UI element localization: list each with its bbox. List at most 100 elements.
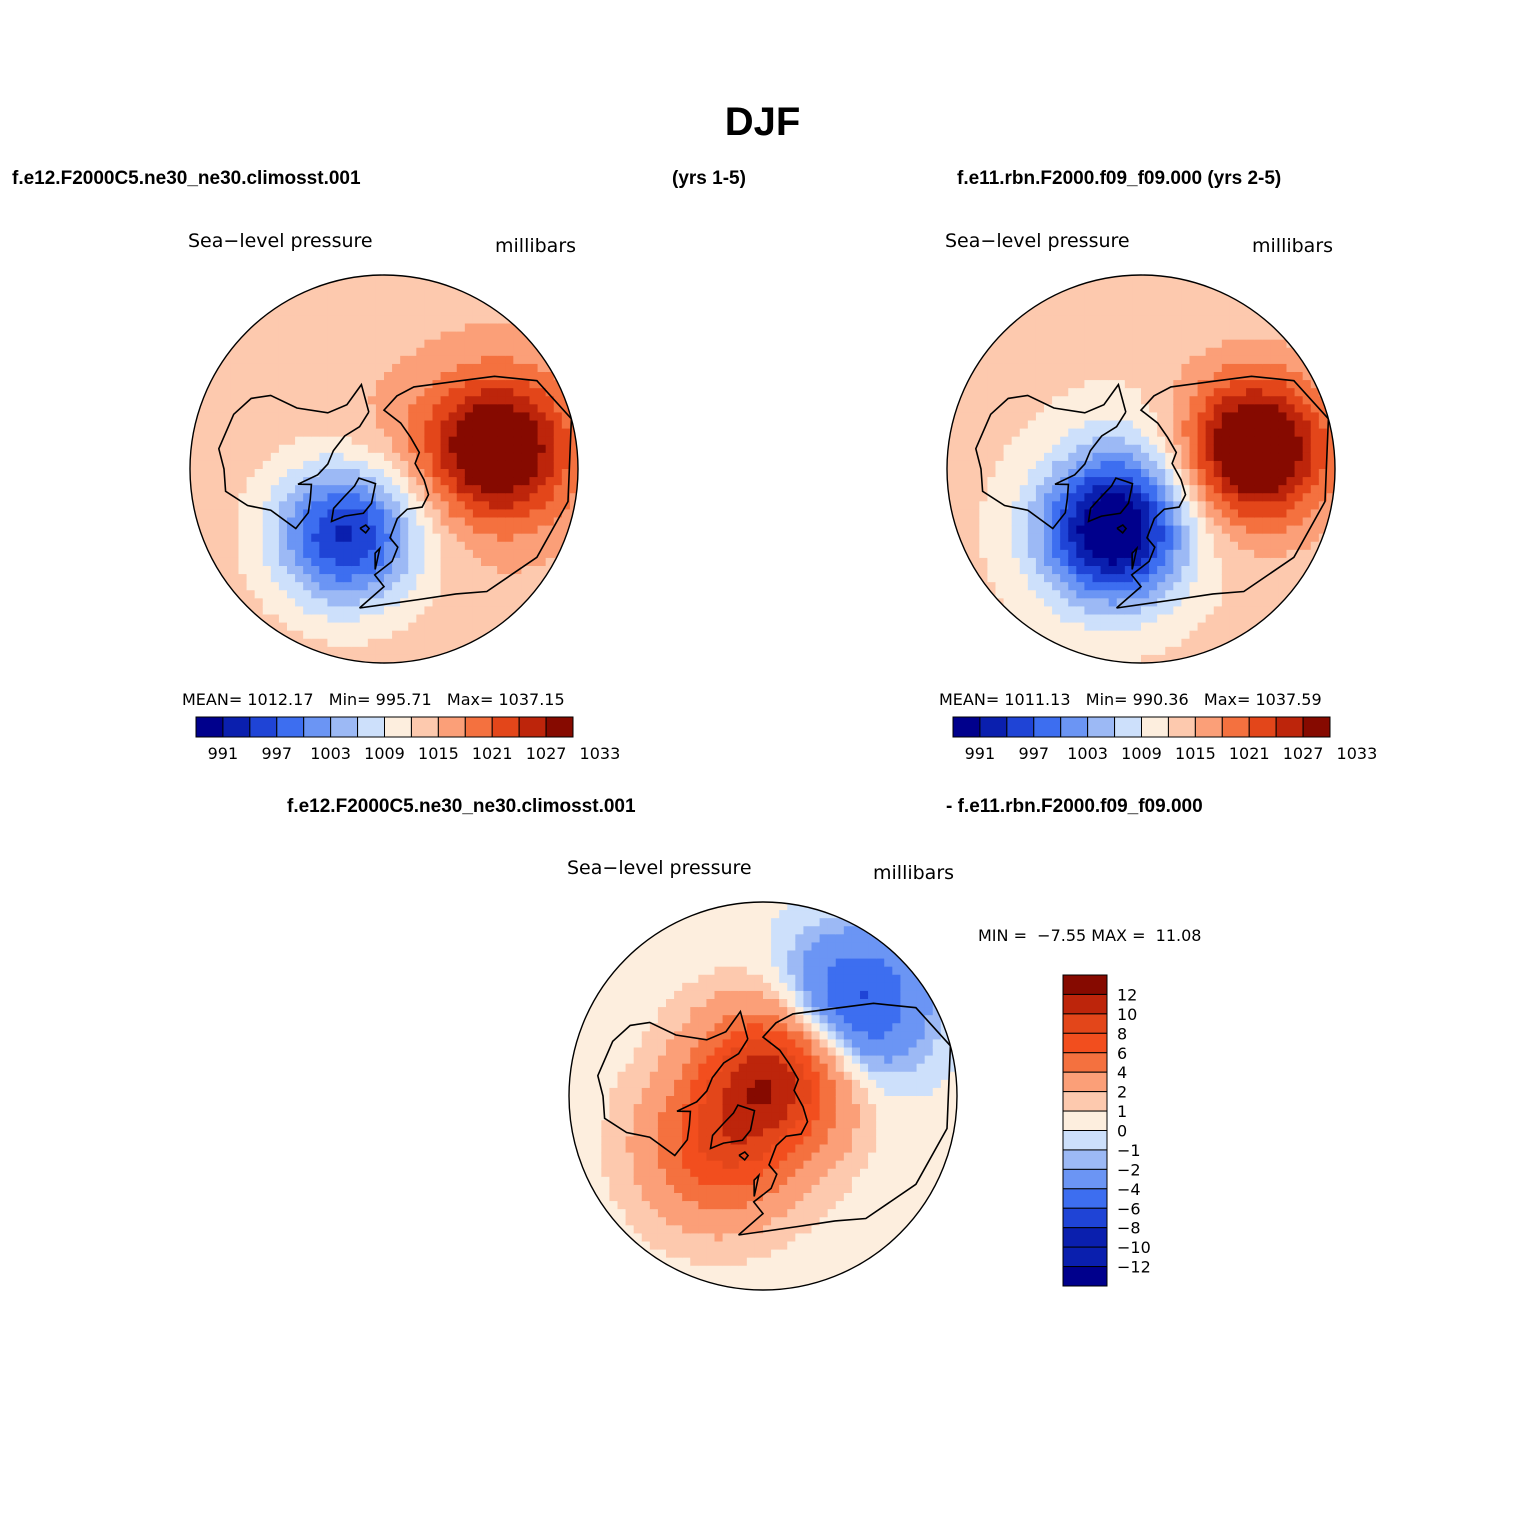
- colorbar-tick-label: 1009: [364, 744, 405, 763]
- colorbar-swatch: [1062, 1130, 1108, 1151]
- map-boundary: [946, 274, 1336, 664]
- colorbar-swatch: [1062, 1168, 1108, 1190]
- colorbar-swatch: [1167, 716, 1196, 738]
- coastline: [374, 545, 382, 570]
- colorbar-swatch: [1062, 1149, 1108, 1170]
- coastline: [1115, 375, 1330, 609]
- coastline: [709, 1104, 756, 1150]
- coastline: [753, 1172, 761, 1197]
- colorbar-tick-label: −4: [1117, 1180, 1141, 1199]
- colorbar-tick-label: −2: [1117, 1160, 1141, 1179]
- colorbar-swatch: [1141, 716, 1169, 738]
- map-boundary: [189, 274, 579, 664]
- colorbar-swatch: [1006, 716, 1035, 738]
- colorbar-swatch: [518, 716, 547, 738]
- colorbar-swatch: [1062, 1207, 1108, 1229]
- map-boundary: [568, 901, 958, 1291]
- colorbar-swatch: [437, 716, 466, 738]
- colorbar-tick-label: 1015: [418, 744, 459, 763]
- map-panel-3: [568, 901, 958, 1291]
- colorbar-tick-label: 1033: [580, 744, 621, 763]
- map-field-3: [569, 902, 957, 1290]
- colorbar-swatch: [1062, 1071, 1108, 1093]
- coastline: [1116, 523, 1128, 535]
- colorbar-tick-label: 1003: [310, 744, 351, 763]
- coastline: [738, 1150, 750, 1162]
- figure-title: DJF: [724, 100, 801, 144]
- coastline: [974, 382, 1127, 530]
- coastline: [596, 1009, 749, 1157]
- colorbar-tick-label: 1021: [1229, 744, 1270, 763]
- colorbar-swatch: [384, 716, 412, 738]
- colorbar-tick-label: 1: [1117, 1102, 1127, 1121]
- map-panel-1: [189, 274, 579, 664]
- colorbar-tick-label: 1027: [1283, 744, 1324, 763]
- colorbar-tick-label: 1009: [1121, 744, 1162, 763]
- colorbar-tick-label: 0: [1117, 1122, 1127, 1141]
- colorbar-swatch: [303, 716, 332, 738]
- colorbar-swatch: [276, 716, 305, 738]
- colorbar-swatch: [1060, 716, 1089, 738]
- diff-header-right: - f.e11.rbn.F2000.f09_f09.000: [946, 796, 1203, 817]
- panel1-units: millibars: [495, 235, 577, 257]
- colorbar-swatch: [952, 716, 981, 738]
- colorbar-swatch: [1248, 716, 1277, 738]
- colorbar-tick-label: −8: [1117, 1219, 1141, 1238]
- colorbar-swatch: [979, 716, 1008, 738]
- colorbar-swatch: [1033, 716, 1062, 738]
- colorbar-tick-label: 1003: [1067, 744, 1108, 763]
- header-mid: (yrs 1-5): [672, 168, 746, 189]
- colorbar-swatch: [1062, 1266, 1108, 1287]
- header-left: f.e12.F2000C5.ne30_ne30.climosst.001: [12, 168, 361, 189]
- panel1-title: Sea−level pressure: [188, 230, 373, 252]
- colorbar-tick-label: −1: [1117, 1141, 1141, 1160]
- colorbar-swatch: [491, 716, 520, 738]
- panel2-title: Sea−level pressure: [945, 230, 1130, 252]
- colorbar-swatch: [545, 716, 574, 738]
- colorbar-tick-label: 997: [1019, 744, 1050, 763]
- colorbar-swatch: [222, 716, 251, 738]
- colorbar-tick-label: 6: [1117, 1044, 1127, 1063]
- colorbar-swatch: [1087, 716, 1116, 738]
- colorbar-swatch: [1221, 716, 1250, 738]
- colorbar-tick-label: 1033: [1337, 744, 1378, 763]
- colorbar-swatch: [1062, 1091, 1108, 1112]
- colorbar-tick-label: 2: [1117, 1083, 1127, 1102]
- colorbar-swatch: [1062, 1032, 1108, 1054]
- colorbar-swatch: [1062, 993, 1108, 1015]
- colorbar-swatch: [1062, 1052, 1108, 1073]
- colorbar-swatch: [1062, 974, 1108, 995]
- map-field-2: [947, 275, 1335, 663]
- colorbar-tick-label: 991: [208, 744, 239, 763]
- panel2-stats: MEAN= 1011.13 Min= 990.36 Max= 1037.59: [939, 690, 1322, 709]
- colorbar-swatch: [1194, 716, 1223, 738]
- panel2-units: millibars: [1252, 235, 1334, 257]
- colorbar-swatch: [1302, 716, 1331, 738]
- colorbar-tick-label: −12: [1117, 1258, 1151, 1277]
- colorbar-swatch: [1275, 716, 1304, 738]
- colorbar-tick-label: 991: [965, 744, 996, 763]
- colorbar-2: 991 997 1003 1009 1015 1021 1027 1033: [952, 716, 1378, 763]
- colorbar-tick-label: 4: [1117, 1063, 1127, 1082]
- colorbar-tick-label: 1021: [472, 744, 513, 763]
- colorbar-tick-label: 8: [1117, 1024, 1127, 1043]
- coastline: [217, 382, 370, 530]
- colorbar-swatch: [357, 716, 386, 738]
- coastline: [359, 523, 371, 535]
- colorbar-swatch: [330, 716, 359, 738]
- colorbar-swatch: [195, 716, 224, 738]
- map-panel-2: [946, 274, 1336, 664]
- coastline: [1131, 545, 1139, 570]
- colorbar-swatch: [1062, 1013, 1108, 1034]
- diff-header-left: f.e12.F2000C5.ne30_ne30.climosst.001: [287, 796, 636, 817]
- colorbar-tick-label: −6: [1117, 1199, 1141, 1218]
- panel3-stats: MIN = −7.55 MAX = 11.08: [978, 926, 1202, 945]
- coastline: [1087, 477, 1134, 523]
- panel1-stats: MEAN= 1012.17 Min= 995.71 Max= 1037.15: [182, 690, 565, 709]
- colorbar-swatch: [1114, 716, 1142, 738]
- panel3-units: millibars: [873, 862, 955, 884]
- panel3-title: Sea−level pressure: [567, 857, 752, 879]
- colorbar-swatch: [1062, 1227, 1108, 1248]
- coastline: [330, 477, 377, 523]
